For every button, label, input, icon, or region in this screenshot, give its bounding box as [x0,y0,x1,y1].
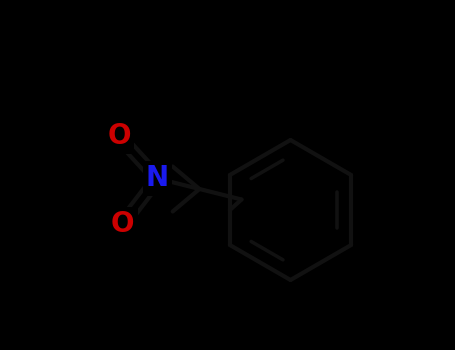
Text: O: O [107,122,131,150]
Text: O: O [111,210,134,238]
Text: N: N [146,164,169,193]
